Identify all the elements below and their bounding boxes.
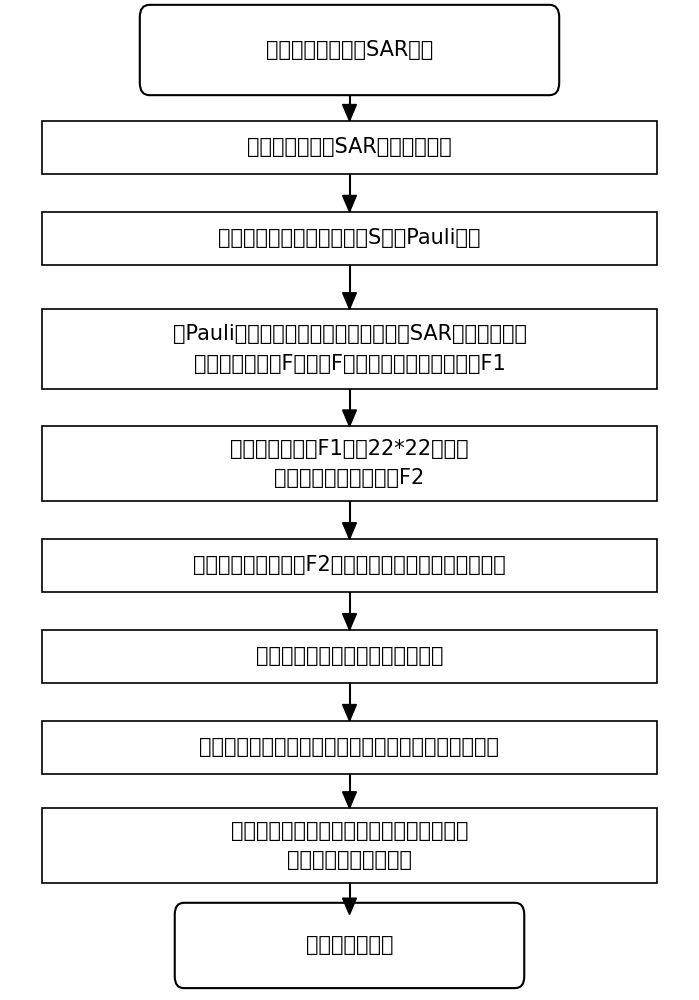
Text: 输出分类结果图: 输出分类结果图 bbox=[305, 935, 394, 955]
FancyBboxPatch shape bbox=[42, 426, 657, 501]
Polygon shape bbox=[343, 614, 356, 630]
FancyBboxPatch shape bbox=[42, 630, 657, 683]
FancyBboxPatch shape bbox=[175, 903, 524, 988]
FancyBboxPatch shape bbox=[42, 121, 657, 174]
Text: 对待分类的极化SAR图像进行去噪: 对待分类的极化SAR图像进行去噪 bbox=[247, 137, 452, 157]
Text: 从基于块的特征矩阵F2中选取训练数据集和测试数据集: 从基于块的特征矩阵F2中选取训练数据集和测试数据集 bbox=[193, 555, 506, 575]
FancyBboxPatch shape bbox=[42, 721, 657, 774]
Polygon shape bbox=[343, 105, 356, 121]
Polygon shape bbox=[343, 705, 356, 721]
Polygon shape bbox=[343, 898, 356, 915]
Text: 输入待分类的极化SAR图像: 输入待分类的极化SAR图像 bbox=[266, 40, 433, 60]
FancyBboxPatch shape bbox=[140, 5, 559, 95]
Polygon shape bbox=[343, 792, 356, 808]
FancyBboxPatch shape bbox=[42, 309, 657, 389]
FancyBboxPatch shape bbox=[42, 808, 657, 883]
FancyBboxPatch shape bbox=[42, 212, 657, 265]
Text: 将Pauli分解得到的图像特征组合成极化SAR图像的基于像
素点的特征矩阵F，并将F中的元素值归一化，记作F1: 将Pauli分解得到的图像特征组合成极化SAR图像的基于像 素点的特征矩阵F，并… bbox=[173, 324, 526, 374]
Text: 构造非下采样轮廓波卷积神经网络: 构造非下采样轮廓波卷积神经网络 bbox=[256, 646, 443, 666]
Text: 利用训练好的非下采样轮廓波卷积神经网络
对测试数据集进行分类: 利用训练好的非下采样轮廓波卷积神经网络 对测试数据集进行分类 bbox=[231, 821, 468, 870]
Text: 对每个像素点取F1周围22*22的块，
得到基于块的特征矩阵F2: 对每个像素点取F1周围22*22的块， 得到基于块的特征矩阵F2 bbox=[230, 439, 469, 488]
Text: 用非下采样轮廓波卷积神经网络对训练数据集进行训练: 用非下采样轮廓波卷积神经网络对训练数据集进行训练 bbox=[199, 737, 500, 757]
Polygon shape bbox=[343, 195, 356, 212]
Polygon shape bbox=[343, 410, 356, 426]
Polygon shape bbox=[343, 523, 356, 539]
Polygon shape bbox=[343, 293, 356, 309]
Text: 对去噪得到的极化散射矩阵S进行Pauli分解: 对去噪得到的极化散射矩阵S进行Pauli分解 bbox=[218, 228, 481, 248]
FancyBboxPatch shape bbox=[42, 539, 657, 592]
